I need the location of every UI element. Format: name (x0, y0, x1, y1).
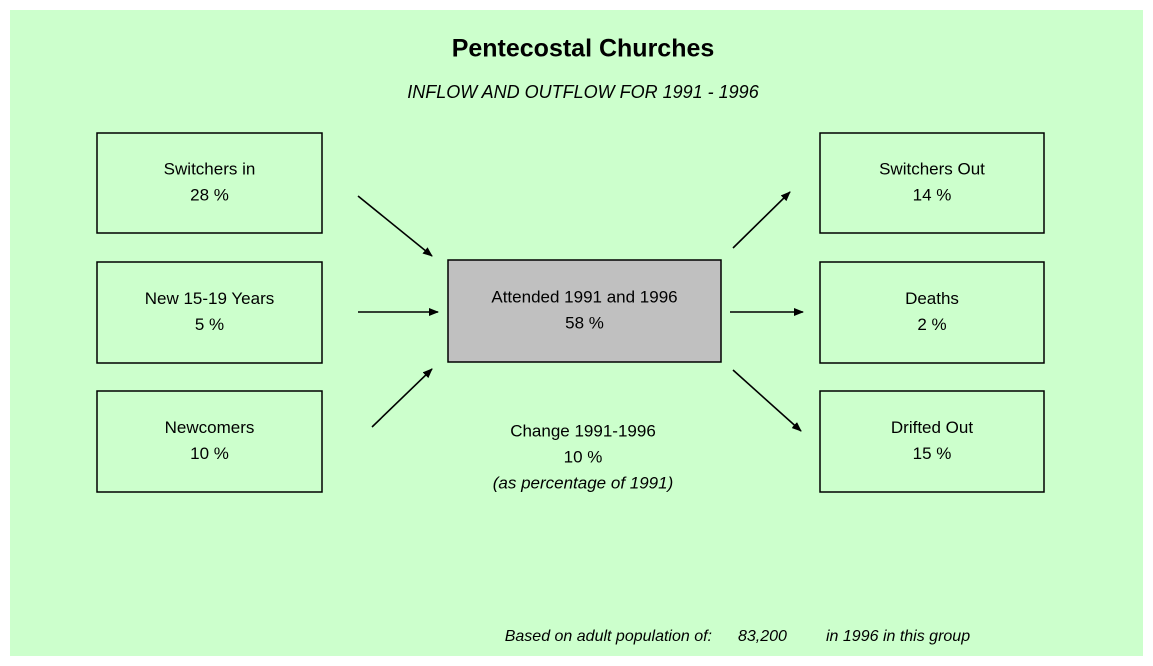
node-box (447, 259, 722, 363)
node-value: 58 % (565, 313, 604, 332)
node-label: New 15-19 Years (145, 289, 274, 308)
arrow (371, 368, 433, 428)
footer-population: 83,200 (738, 628, 787, 645)
node-label: Newcomers (165, 418, 255, 437)
subtitle: INFLOW AND OUTFLOW FOR 1991 - 1996 (407, 82, 759, 102)
node-box (819, 132, 1045, 234)
node-value: 5 % (195, 315, 224, 334)
node-value: 2 % (917, 315, 946, 334)
node-label: Switchers Out (879, 159, 985, 178)
arrow (357, 195, 433, 257)
node-box (96, 132, 323, 234)
arrow (732, 191, 791, 249)
change-label: Change 1991-1996 (510, 421, 656, 440)
footer-prefix: Based on adult population of: (505, 628, 712, 645)
node-label: Deaths (905, 289, 959, 308)
node-box (819, 390, 1045, 493)
node-value: 15 % (913, 444, 952, 463)
node-value: 10 % (190, 444, 229, 463)
node-box (96, 390, 323, 493)
arrow (732, 369, 802, 432)
node-box (96, 261, 323, 364)
node-box (819, 261, 1045, 364)
node-value: 28 % (190, 185, 229, 204)
footer-suffix: in 1996 in this group (826, 628, 970, 645)
change-note: (as percentage of 1991) (493, 473, 674, 492)
title: Pentecostal Churches (452, 35, 715, 63)
change-value: 10 % (564, 447, 603, 466)
node-label: Attended 1991 and 1996 (491, 287, 677, 306)
node-label: Switchers in (164, 159, 256, 178)
node-label: Drifted Out (891, 418, 973, 437)
node-value: 14 % (913, 185, 952, 204)
